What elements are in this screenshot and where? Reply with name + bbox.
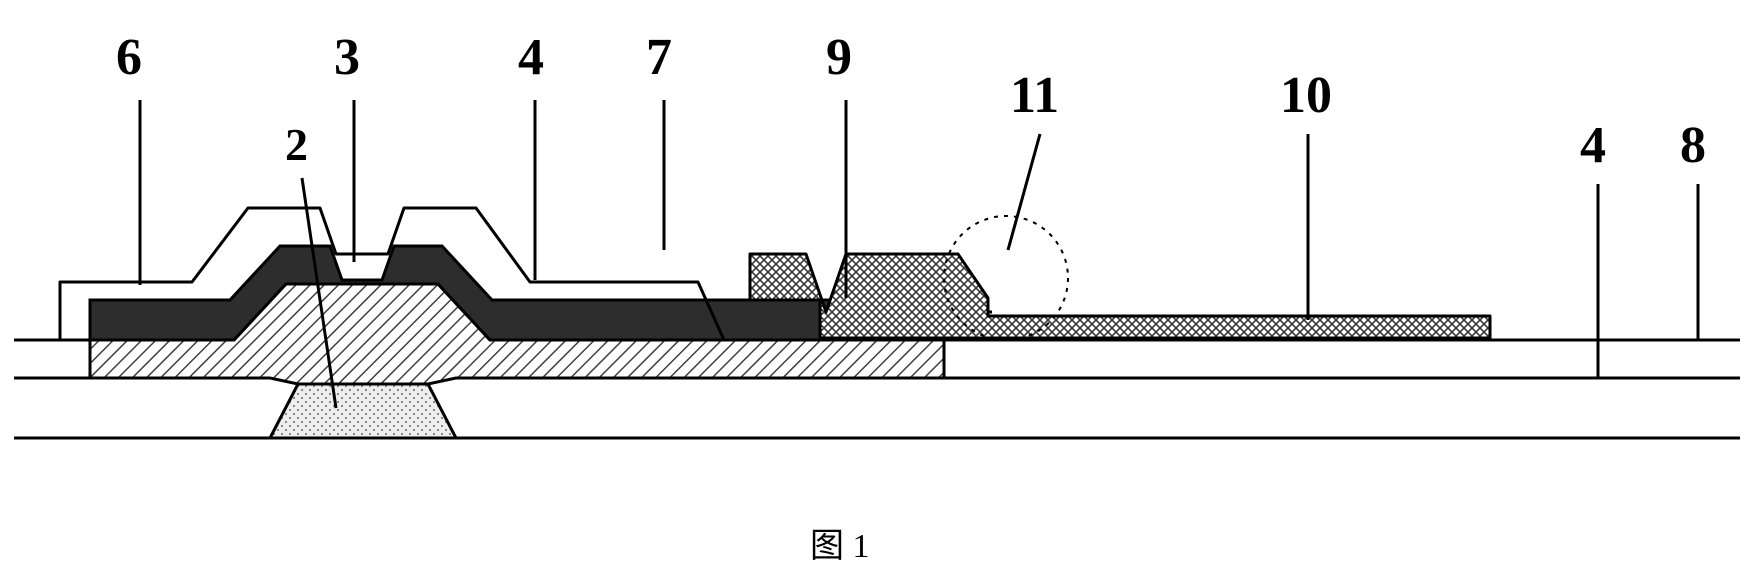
callout-label-4a: 4 — [518, 28, 544, 87]
layer-2-gate — [270, 384, 456, 438]
callout-label-10: 10 — [1280, 66, 1332, 125]
leader-line-11 — [1008, 134, 1040, 250]
callout-label-3: 3 — [334, 28, 360, 87]
callout-label-2: 2 — [285, 118, 308, 171]
layer-9-10-crosshatch — [750, 254, 1490, 338]
callout-label-4b: 4 — [1580, 116, 1606, 175]
figure-caption: 图 1 — [810, 518, 870, 567]
callout-label-11: 11 — [1010, 66, 1059, 125]
callout-label-8: 8 — [1680, 116, 1706, 175]
diagram-svg — [0, 0, 1754, 573]
callout-label-7: 7 — [646, 28, 672, 87]
callout-label-6: 6 — [116, 28, 142, 87]
callout-label-9: 9 — [826, 28, 852, 87]
diagram-canvas: 6 32 4 7 9 11 10 4 8 图 1 — [0, 0, 1754, 573]
